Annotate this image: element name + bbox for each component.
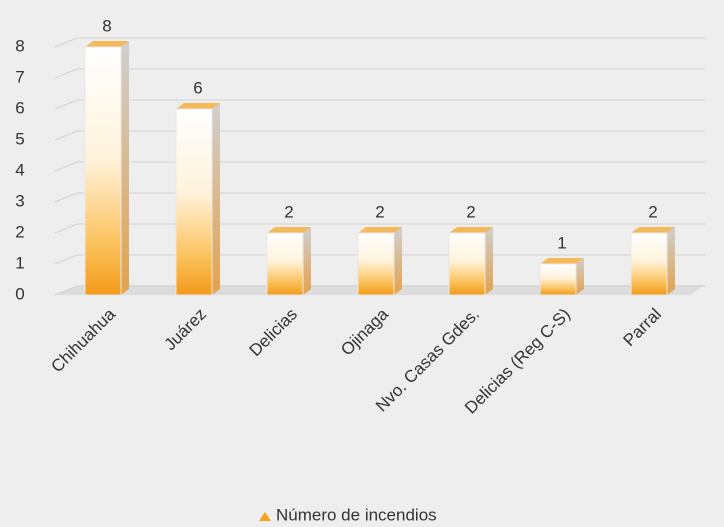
bar bbox=[358, 233, 394, 295]
data-label: 2 bbox=[284, 202, 293, 221]
chart: 0 1 2 3 4 5 6 7 8 8 6 2 2 2 1 2 Chihuahua Juárez Delicias O… bbox=[0, 0, 724, 527]
x-tick-label: Chihuahua bbox=[47, 304, 119, 376]
bar bbox=[631, 233, 667, 295]
grid-line bbox=[55, 38, 705, 47]
data-label: 2 bbox=[648, 202, 657, 221]
bar-side bbox=[394, 227, 402, 295]
bar-side bbox=[212, 103, 220, 295]
bar bbox=[85, 47, 121, 295]
data-label: 2 bbox=[466, 202, 475, 221]
y-tick-label: 1 bbox=[15, 253, 24, 272]
bar-side bbox=[576, 258, 584, 295]
bar bbox=[267, 233, 303, 295]
x-tick-label: Delicias bbox=[245, 305, 301, 361]
legend-swatch bbox=[259, 512, 271, 521]
y-tick-label: 8 bbox=[15, 36, 24, 55]
grid-line bbox=[55, 69, 705, 78]
y-tick-label: 3 bbox=[15, 191, 24, 210]
bar-side bbox=[485, 227, 493, 295]
data-label: 2 bbox=[375, 202, 384, 221]
y-tick-label: 0 bbox=[15, 284, 24, 303]
y-tick-label: 5 bbox=[15, 129, 24, 148]
legend: Número de incendios bbox=[259, 505, 437, 524]
x-tick-label: Juárez bbox=[160, 305, 210, 355]
bar-side bbox=[667, 227, 675, 295]
bar-side bbox=[303, 227, 311, 295]
y-tick-label: 2 bbox=[15, 222, 24, 241]
grid-line bbox=[55, 162, 705, 171]
grid-line bbox=[55, 193, 705, 202]
bar bbox=[449, 233, 485, 295]
bar-side bbox=[121, 41, 129, 295]
y-tick-label: 4 bbox=[15, 160, 24, 179]
legend-label: Número de incendios bbox=[276, 505, 437, 524]
data-label: 8 bbox=[102, 16, 111, 35]
x-tick-label: Parral bbox=[619, 305, 665, 351]
data-label: 6 bbox=[193, 78, 202, 97]
bar bbox=[176, 109, 212, 295]
bar bbox=[540, 264, 576, 295]
x-tick-label: Ojinaga bbox=[337, 304, 392, 359]
data-label: 1 bbox=[557, 233, 566, 252]
y-tick-label: 6 bbox=[15, 98, 24, 117]
grid-line bbox=[55, 100, 705, 109]
grid-line bbox=[55, 131, 705, 140]
y-tick-label: 7 bbox=[15, 67, 24, 86]
